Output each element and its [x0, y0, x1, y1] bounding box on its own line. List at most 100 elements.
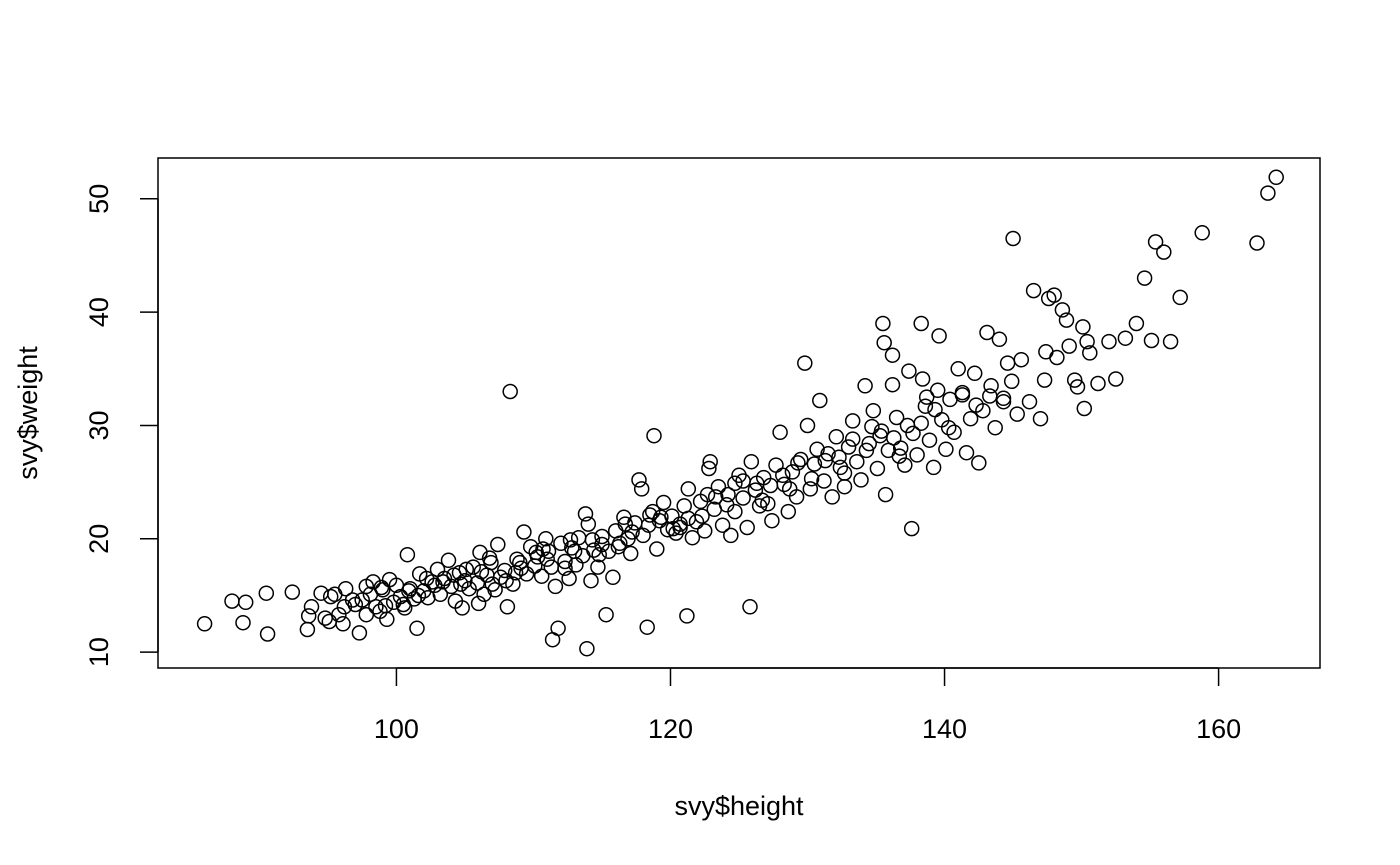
data-point: [258, 585, 275, 601]
data-point: [897, 457, 913, 473]
data-point: [1090, 375, 1106, 392]
data-point: [861, 435, 877, 452]
data-point: [401, 583, 417, 599]
data-point: [354, 592, 370, 608]
data-point: [337, 580, 354, 597]
data-point: [979, 324, 995, 341]
data-point: [550, 620, 566, 637]
data-point: [303, 599, 320, 615]
data-point: [816, 473, 832, 489]
data-point: [610, 538, 627, 555]
data-point: [702, 453, 718, 470]
data-point: [259, 626, 276, 642]
data-point: [857, 378, 873, 394]
x-tick-label: 160: [1196, 714, 1241, 744]
data-point: [509, 551, 525, 567]
data-point: [1054, 302, 1071, 318]
data-point: [925, 459, 942, 476]
data-point: [516, 524, 532, 540]
data-point: [409, 620, 425, 637]
data-point: [395, 596, 412, 613]
data-point: [876, 334, 892, 351]
data-point: [828, 429, 845, 445]
data-point: [1101, 333, 1117, 350]
data-point: [824, 489, 840, 505]
data-point: [812, 392, 828, 409]
data-point: [836, 465, 853, 481]
data-point: [720, 486, 736, 503]
data-point: [577, 506, 594, 522]
data-point: [547, 578, 564, 595]
data-point: [196, 616, 213, 632]
data-point: [672, 519, 688, 536]
y-axis-label: svy$weight: [13, 346, 43, 480]
data-point: [1061, 338, 1077, 354]
data-point: [1079, 333, 1095, 350]
data-point: [1038, 344, 1054, 360]
data-point: [739, 519, 755, 536]
data-point: [864, 418, 880, 435]
data-point: [586, 542, 602, 558]
data-point: [377, 597, 394, 614]
data-point: [224, 593, 240, 609]
data-point: [484, 576, 501, 592]
data-point: [917, 398, 934, 414]
data-point: [327, 586, 343, 603]
data-point: [727, 475, 743, 492]
data-point: [344, 592, 361, 608]
data-point: [579, 640, 595, 657]
data-point: [820, 446, 836, 462]
data-point: [768, 457, 784, 473]
data-point: [784, 464, 801, 480]
data-point: [684, 529, 701, 546]
data-point: [561, 570, 577, 587]
data-point: [983, 378, 999, 394]
data-point: [454, 600, 470, 616]
data-point: [1032, 410, 1049, 427]
data-point: [580, 516, 597, 532]
data-point: [502, 383, 518, 400]
data-point: [653, 509, 669, 526]
data-point: [570, 529, 587, 546]
data-point: [1049, 349, 1065, 366]
data-point: [1076, 400, 1093, 417]
data-point: [1003, 373, 1020, 390]
data-point: [995, 390, 1012, 407]
data-point: [481, 550, 498, 566]
data-point: [809, 441, 825, 458]
data-point: [872, 427, 888, 444]
data-point: [235, 614, 251, 631]
data-point: [1249, 235, 1265, 251]
data-point: [1172, 289, 1188, 306]
data-point: [1128, 315, 1145, 332]
data-point: [707, 489, 724, 505]
data-point: [512, 554, 528, 571]
data-point: [665, 520, 681, 537]
data-point: [543, 559, 560, 575]
data-point: [899, 417, 916, 434]
data-point: [659, 521, 676, 538]
y-axis: 10 20 30 40 50: [84, 184, 159, 667]
data-point: [649, 541, 665, 557]
data-point: [469, 575, 486, 591]
data-point: [743, 453, 760, 470]
data-point: [237, 594, 254, 611]
data-point: [1194, 225, 1210, 241]
data-point: [901, 363, 917, 379]
data-point: [1058, 312, 1075, 328]
data-point: [780, 503, 797, 520]
data-point: [853, 472, 869, 488]
data-point: [358, 578, 375, 595]
data-point: [680, 481, 697, 497]
data-point: [817, 452, 834, 469]
data-point: [688, 514, 705, 530]
x-tick-label: 100: [374, 714, 419, 744]
y-tick-label: 50: [84, 184, 114, 214]
data-point: [909, 447, 925, 463]
y-tick-label: 40: [84, 297, 114, 327]
data-point: [888, 409, 905, 426]
data-point: [317, 610, 333, 626]
data-point: [799, 417, 816, 434]
data-point: [368, 599, 384, 615]
data-point: [914, 371, 931, 387]
